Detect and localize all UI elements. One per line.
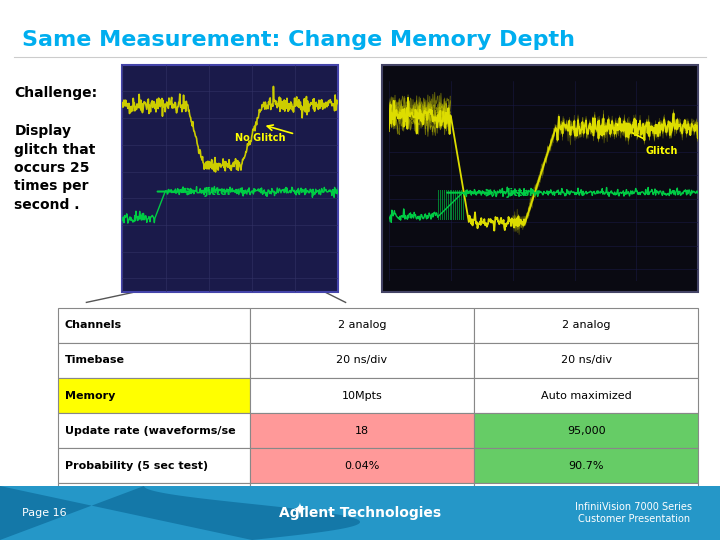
Text: Update rate (waveforms/se: Update rate (waveforms/se xyxy=(65,426,235,436)
Text: Page 16: Page 16 xyxy=(22,508,66,518)
FancyBboxPatch shape xyxy=(58,378,250,413)
Text: 0.6 sec: 0.6 sec xyxy=(567,496,606,506)
FancyBboxPatch shape xyxy=(474,308,698,343)
FancyBboxPatch shape xyxy=(250,448,474,483)
Text: 90.7%: 90.7% xyxy=(569,461,604,471)
FancyBboxPatch shape xyxy=(382,65,698,292)
Text: 20 ns/div: 20 ns/div xyxy=(336,355,387,366)
Text: 10Mpts: 10Mpts xyxy=(341,390,382,401)
Text: Auto maximized: Auto maximized xyxy=(541,390,631,401)
FancyBboxPatch shape xyxy=(58,448,250,483)
FancyBboxPatch shape xyxy=(0,486,720,540)
Point xyxy=(82,299,91,306)
FancyBboxPatch shape xyxy=(58,308,250,343)
Text: 18: 18 xyxy=(355,426,369,436)
FancyBboxPatch shape xyxy=(250,483,474,518)
FancyBboxPatch shape xyxy=(58,343,250,378)
Text: Timebase: Timebase xyxy=(65,355,125,366)
FancyBboxPatch shape xyxy=(250,378,474,413)
FancyBboxPatch shape xyxy=(474,448,698,483)
Text: Avg time to capture glitch: Avg time to capture glitch xyxy=(65,496,228,506)
Text: 2 analog: 2 analog xyxy=(562,320,611,330)
Text: Jitter: Jitter xyxy=(204,186,233,197)
Text: No Glitch: No Glitch xyxy=(235,133,285,143)
Text: Same Measurement: Change Memory Depth: Same Measurement: Change Memory Depth xyxy=(22,30,575,50)
Point xyxy=(320,288,328,295)
Text: 0.04%: 0.04% xyxy=(344,461,379,471)
Text: Probability (5 sec test): Probability (5 sec test) xyxy=(65,461,208,471)
Text: ✦: ✦ xyxy=(292,501,306,519)
Text: 20 ns/div: 20 ns/div xyxy=(561,355,612,366)
Text: Channels: Channels xyxy=(65,320,122,330)
Text: Jitter: Jitter xyxy=(506,188,534,198)
Text: Agilent Technologies: Agilent Technologies xyxy=(279,506,441,520)
Point xyxy=(132,288,141,295)
FancyBboxPatch shape xyxy=(58,413,250,448)
Text: Memory: Memory xyxy=(65,390,115,401)
Line: 2 pts: 2 pts xyxy=(324,292,346,302)
FancyBboxPatch shape xyxy=(474,483,698,518)
Text: 133 minutes: 133 minutes xyxy=(327,496,397,506)
FancyBboxPatch shape xyxy=(250,308,474,343)
FancyBboxPatch shape xyxy=(474,343,698,378)
Point xyxy=(341,299,350,306)
FancyBboxPatch shape xyxy=(58,483,250,518)
Polygon shape xyxy=(0,486,360,540)
FancyBboxPatch shape xyxy=(250,343,474,378)
Text: 95,000: 95,000 xyxy=(567,426,606,436)
FancyBboxPatch shape xyxy=(474,413,698,448)
FancyBboxPatch shape xyxy=(474,378,698,413)
Line: 2 pts: 2 pts xyxy=(86,292,137,302)
Text: InfiniiVision 7000 Series
Customer Presentation: InfiniiVision 7000 Series Customer Prese… xyxy=(575,502,692,524)
Text: 2 analog: 2 analog xyxy=(338,320,386,330)
Text: Display
glitch that
occurs 25
times per
second .: Display glitch that occurs 25 times per … xyxy=(14,124,96,212)
Text: Glitch: Glitch xyxy=(646,146,678,156)
FancyBboxPatch shape xyxy=(122,65,338,292)
FancyBboxPatch shape xyxy=(250,413,474,448)
Text: Challenge:: Challenge: xyxy=(14,86,97,100)
